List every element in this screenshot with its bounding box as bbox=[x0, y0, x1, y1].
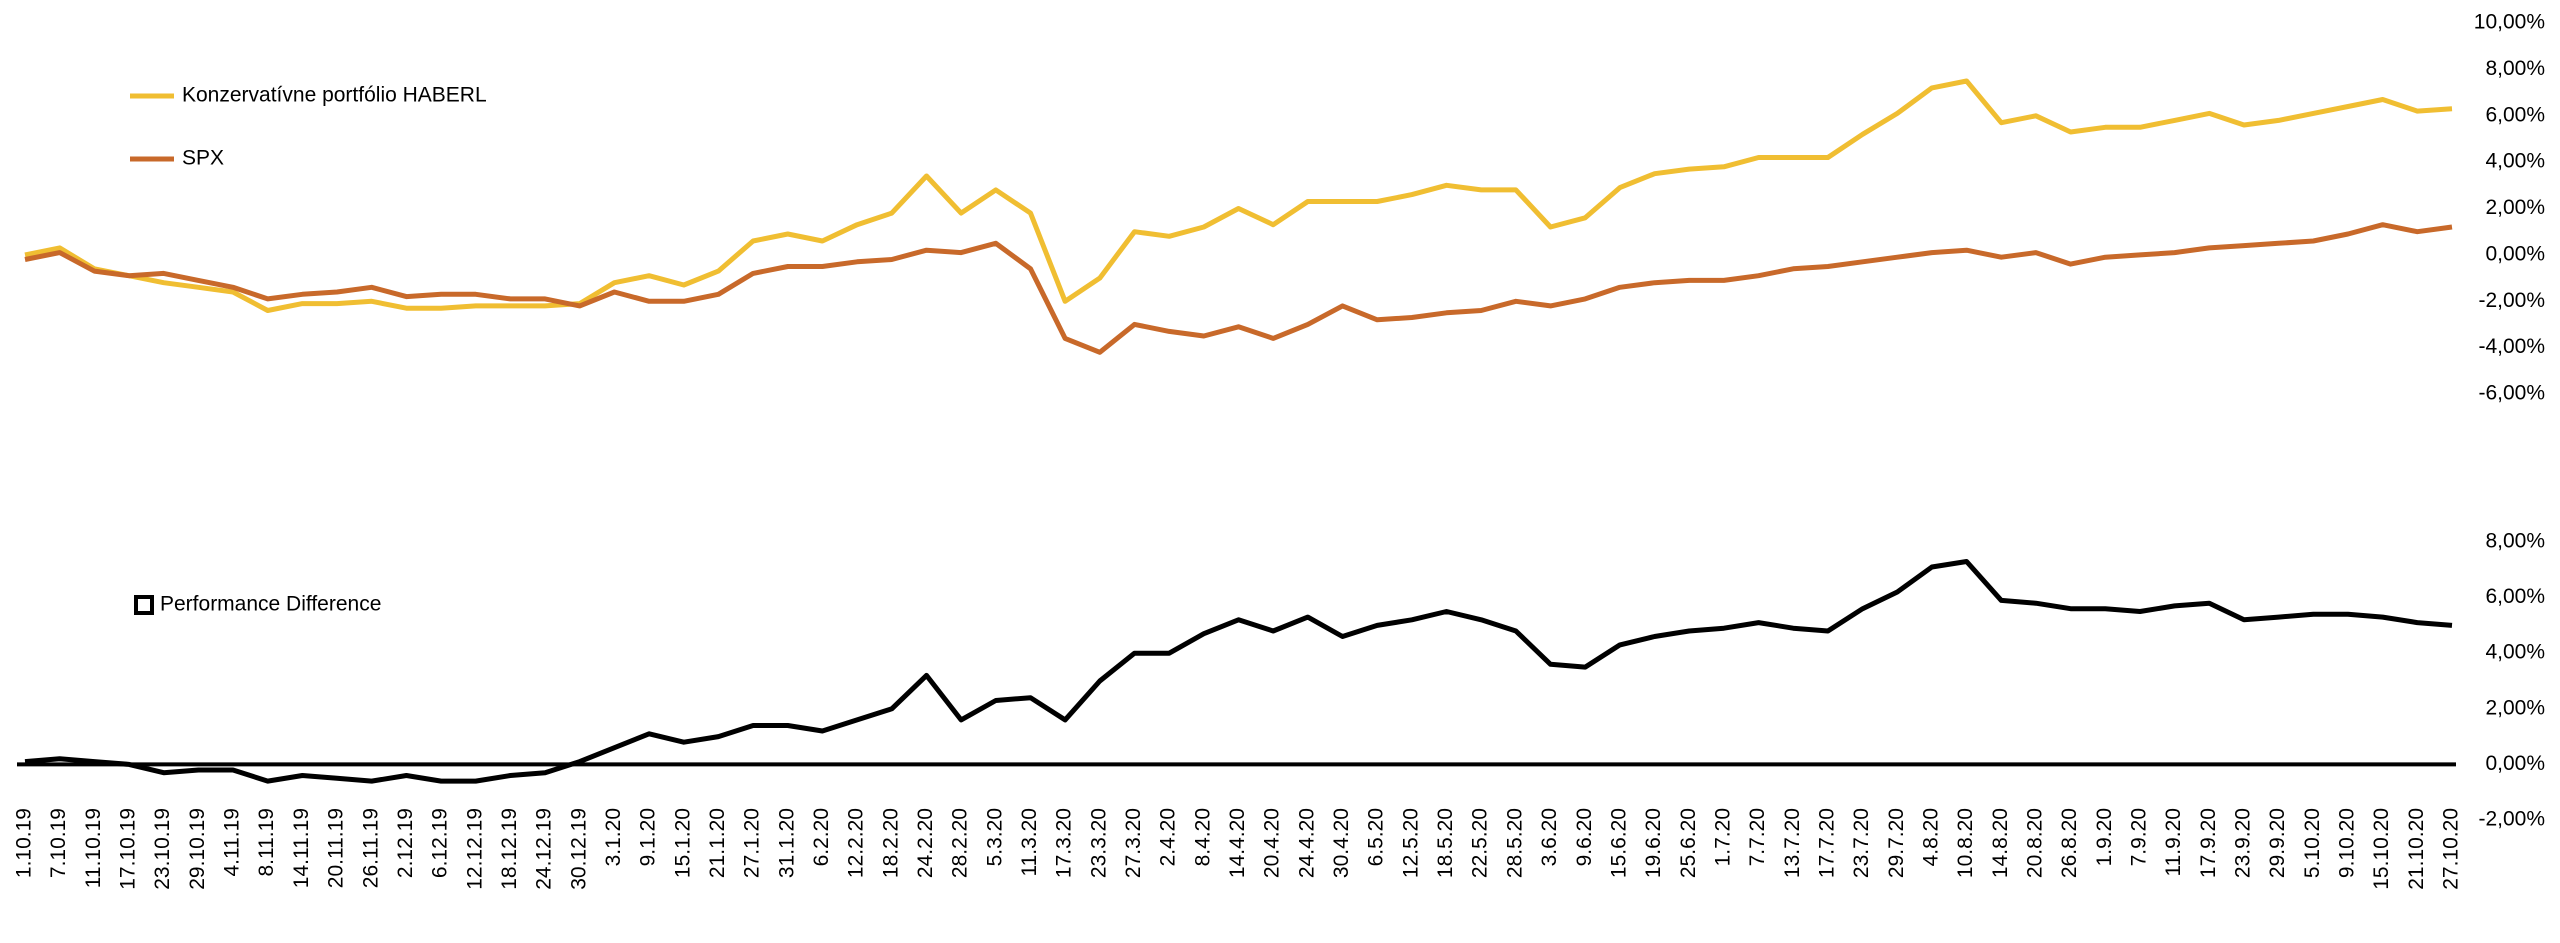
y-tick-label: 8,00% bbox=[2485, 530, 2545, 553]
x-tick-label: 9.6.20 bbox=[1573, 808, 1596, 866]
x-tick-label: 1.10.19 bbox=[13, 808, 36, 878]
x-tick-label: 8.11.19 bbox=[255, 808, 278, 877]
x-tick-label: 6.2.20 bbox=[810, 808, 833, 866]
x-tick-label: 23.7.20 bbox=[1850, 808, 1873, 878]
x-tick-label: 23.10.19 bbox=[151, 808, 174, 890]
x-tick-label: 15.1.20 bbox=[671, 808, 694, 878]
x-tick-label: 26.11.19 bbox=[359, 808, 382, 888]
x-tick-label: 1.7.20 bbox=[1711, 808, 1734, 866]
x-tick-label: 20.4.20 bbox=[1261, 808, 1284, 878]
y-tick-label: -2,00% bbox=[2478, 289, 2545, 312]
series-line bbox=[24, 559, 2453, 784]
x-tick-label: 21.1.20 bbox=[706, 808, 729, 878]
y-tick-label: 0,00% bbox=[2485, 752, 2545, 775]
x-tick-label: 21.10.20 bbox=[2405, 808, 2428, 890]
legend-label: SPX bbox=[182, 147, 224, 170]
x-tick-label: 26.8.20 bbox=[2058, 808, 2081, 878]
x-tick-label: 4.11.19 bbox=[221, 808, 244, 877]
x-tick-label: 23.3.20 bbox=[1087, 808, 1110, 878]
x-tick-label: 5.3.20 bbox=[983, 808, 1006, 866]
x-tick-label: 11.9.20 bbox=[2162, 808, 2185, 877]
x-tick-label: 13.7.20 bbox=[1781, 808, 1804, 878]
x-tick-label: 14.4.20 bbox=[1226, 808, 1249, 878]
x-tick-label: 3.6.20 bbox=[1538, 808, 1561, 866]
y-tick-label: 6,00% bbox=[2485, 585, 2545, 608]
y-tick-label: -6,00% bbox=[2478, 382, 2545, 405]
x-tick-label: 18.12.19 bbox=[498, 808, 521, 890]
x-tick-label: 7.10.19 bbox=[47, 808, 70, 878]
x-tick-label: 27.1.20 bbox=[741, 808, 764, 878]
x-tick-label: 6.12.19 bbox=[429, 808, 452, 878]
x-tick-label: 9.1.20 bbox=[637, 808, 660, 866]
series-line bbox=[24, 78, 2453, 313]
x-tick-label: 22.5.20 bbox=[1469, 808, 1492, 878]
y-tick-label: 4,00% bbox=[2485, 641, 2545, 664]
x-tick-label: 15.6.20 bbox=[1607, 808, 1630, 878]
x-tick-label: 5.10.20 bbox=[2301, 808, 2324, 878]
x-tick-label: 12.2.20 bbox=[845, 808, 868, 878]
legend-label: Performance Difference bbox=[160, 593, 381, 616]
y-tick-label: 2,00% bbox=[2485, 196, 2545, 219]
x-tick-label: 19.6.20 bbox=[1642, 808, 1665, 878]
legend-label: Konzervatívne portfólio HABERL bbox=[182, 84, 487, 107]
y-tick-label: 8,00% bbox=[2485, 57, 2545, 80]
x-tick-label: 29.7.20 bbox=[1885, 808, 1908, 878]
y-tick-label: -2,00% bbox=[2478, 808, 2545, 831]
x-tick-label: 31.1.20 bbox=[775, 808, 798, 878]
x-tick-label: 30.12.19 bbox=[567, 808, 590, 890]
y-tick-label: 10,00% bbox=[2474, 11, 2545, 34]
x-tick-label: 24.2.20 bbox=[914, 808, 937, 878]
legend-marker bbox=[134, 595, 154, 615]
x-tick-label: 23.9.20 bbox=[2232, 808, 2255, 878]
y-tick-label: 6,00% bbox=[2485, 103, 2545, 126]
x-tick-label: 17.3.20 bbox=[1053, 808, 1076, 878]
x-tick-label: 14.8.20 bbox=[1989, 808, 2012, 878]
y-tick-label: 0,00% bbox=[2485, 242, 2545, 265]
y-tick-label: -4,00% bbox=[2478, 335, 2545, 358]
x-tick-label: 4.8.20 bbox=[1919, 808, 1942, 866]
x-tick-label: 8.4.20 bbox=[1191, 808, 1214, 866]
x-tick-label: 3.1.20 bbox=[602, 808, 625, 866]
x-tick-label: 27.10.20 bbox=[2440, 808, 2463, 890]
x-tick-label: 20.8.20 bbox=[2023, 808, 2046, 878]
y-tick-label: 4,00% bbox=[2485, 150, 2545, 173]
x-tick-label: 29.9.20 bbox=[2266, 808, 2289, 878]
x-tick-label: 1.9.20 bbox=[2093, 808, 2116, 866]
x-tick-label: 24.12.19 bbox=[533, 808, 556, 890]
y-tick-label: 2,00% bbox=[2485, 696, 2545, 719]
x-tick-label: 17.9.20 bbox=[2197, 808, 2220, 878]
x-tick-label: 29.10.19 bbox=[186, 808, 209, 890]
x-tick-label: 12.5.20 bbox=[1399, 808, 1422, 878]
x-tick-label: 9.10.20 bbox=[2336, 808, 2359, 878]
series-line bbox=[24, 222, 2453, 355]
x-tick-label: 24.4.20 bbox=[1295, 808, 1318, 878]
x-tick-label: 14.11.19 bbox=[290, 808, 313, 888]
x-tick-label: 7.7.20 bbox=[1746, 808, 1769, 866]
x-tick-label: 27.3.20 bbox=[1122, 808, 1145, 878]
x-tick-label: 10.8.20 bbox=[1954, 808, 1977, 878]
x-tick-label: 17.10.19 bbox=[117, 808, 140, 890]
x-tick-label: 6.5.20 bbox=[1365, 808, 1388, 866]
x-tick-label: 28.2.20 bbox=[949, 808, 972, 878]
x-tick-label: 12.12.19 bbox=[463, 808, 486, 890]
x-tick-label: 15.10.20 bbox=[2370, 808, 2393, 890]
x-tick-label: 28.5.20 bbox=[1503, 808, 1526, 878]
x-tick-label: 7.9.20 bbox=[2128, 808, 2151, 866]
x-tick-label: 2.12.19 bbox=[394, 808, 417, 878]
x-tick-label: 18.2.20 bbox=[879, 808, 902, 878]
x-tick-label: 11.3.20 bbox=[1018, 808, 1041, 877]
x-tick-label: 30.4.20 bbox=[1330, 808, 1353, 878]
x-tick-label: 18.5.20 bbox=[1434, 808, 1457, 878]
x-tick-label: 11.10.19 bbox=[82, 808, 105, 888]
x-tick-label: 17.7.20 bbox=[1815, 808, 1838, 878]
x-tick-label: 2.4.20 bbox=[1157, 808, 1180, 866]
x-tick-label: 25.6.20 bbox=[1677, 808, 1700, 878]
x-tick-label: 20.11.19 bbox=[325, 808, 348, 888]
